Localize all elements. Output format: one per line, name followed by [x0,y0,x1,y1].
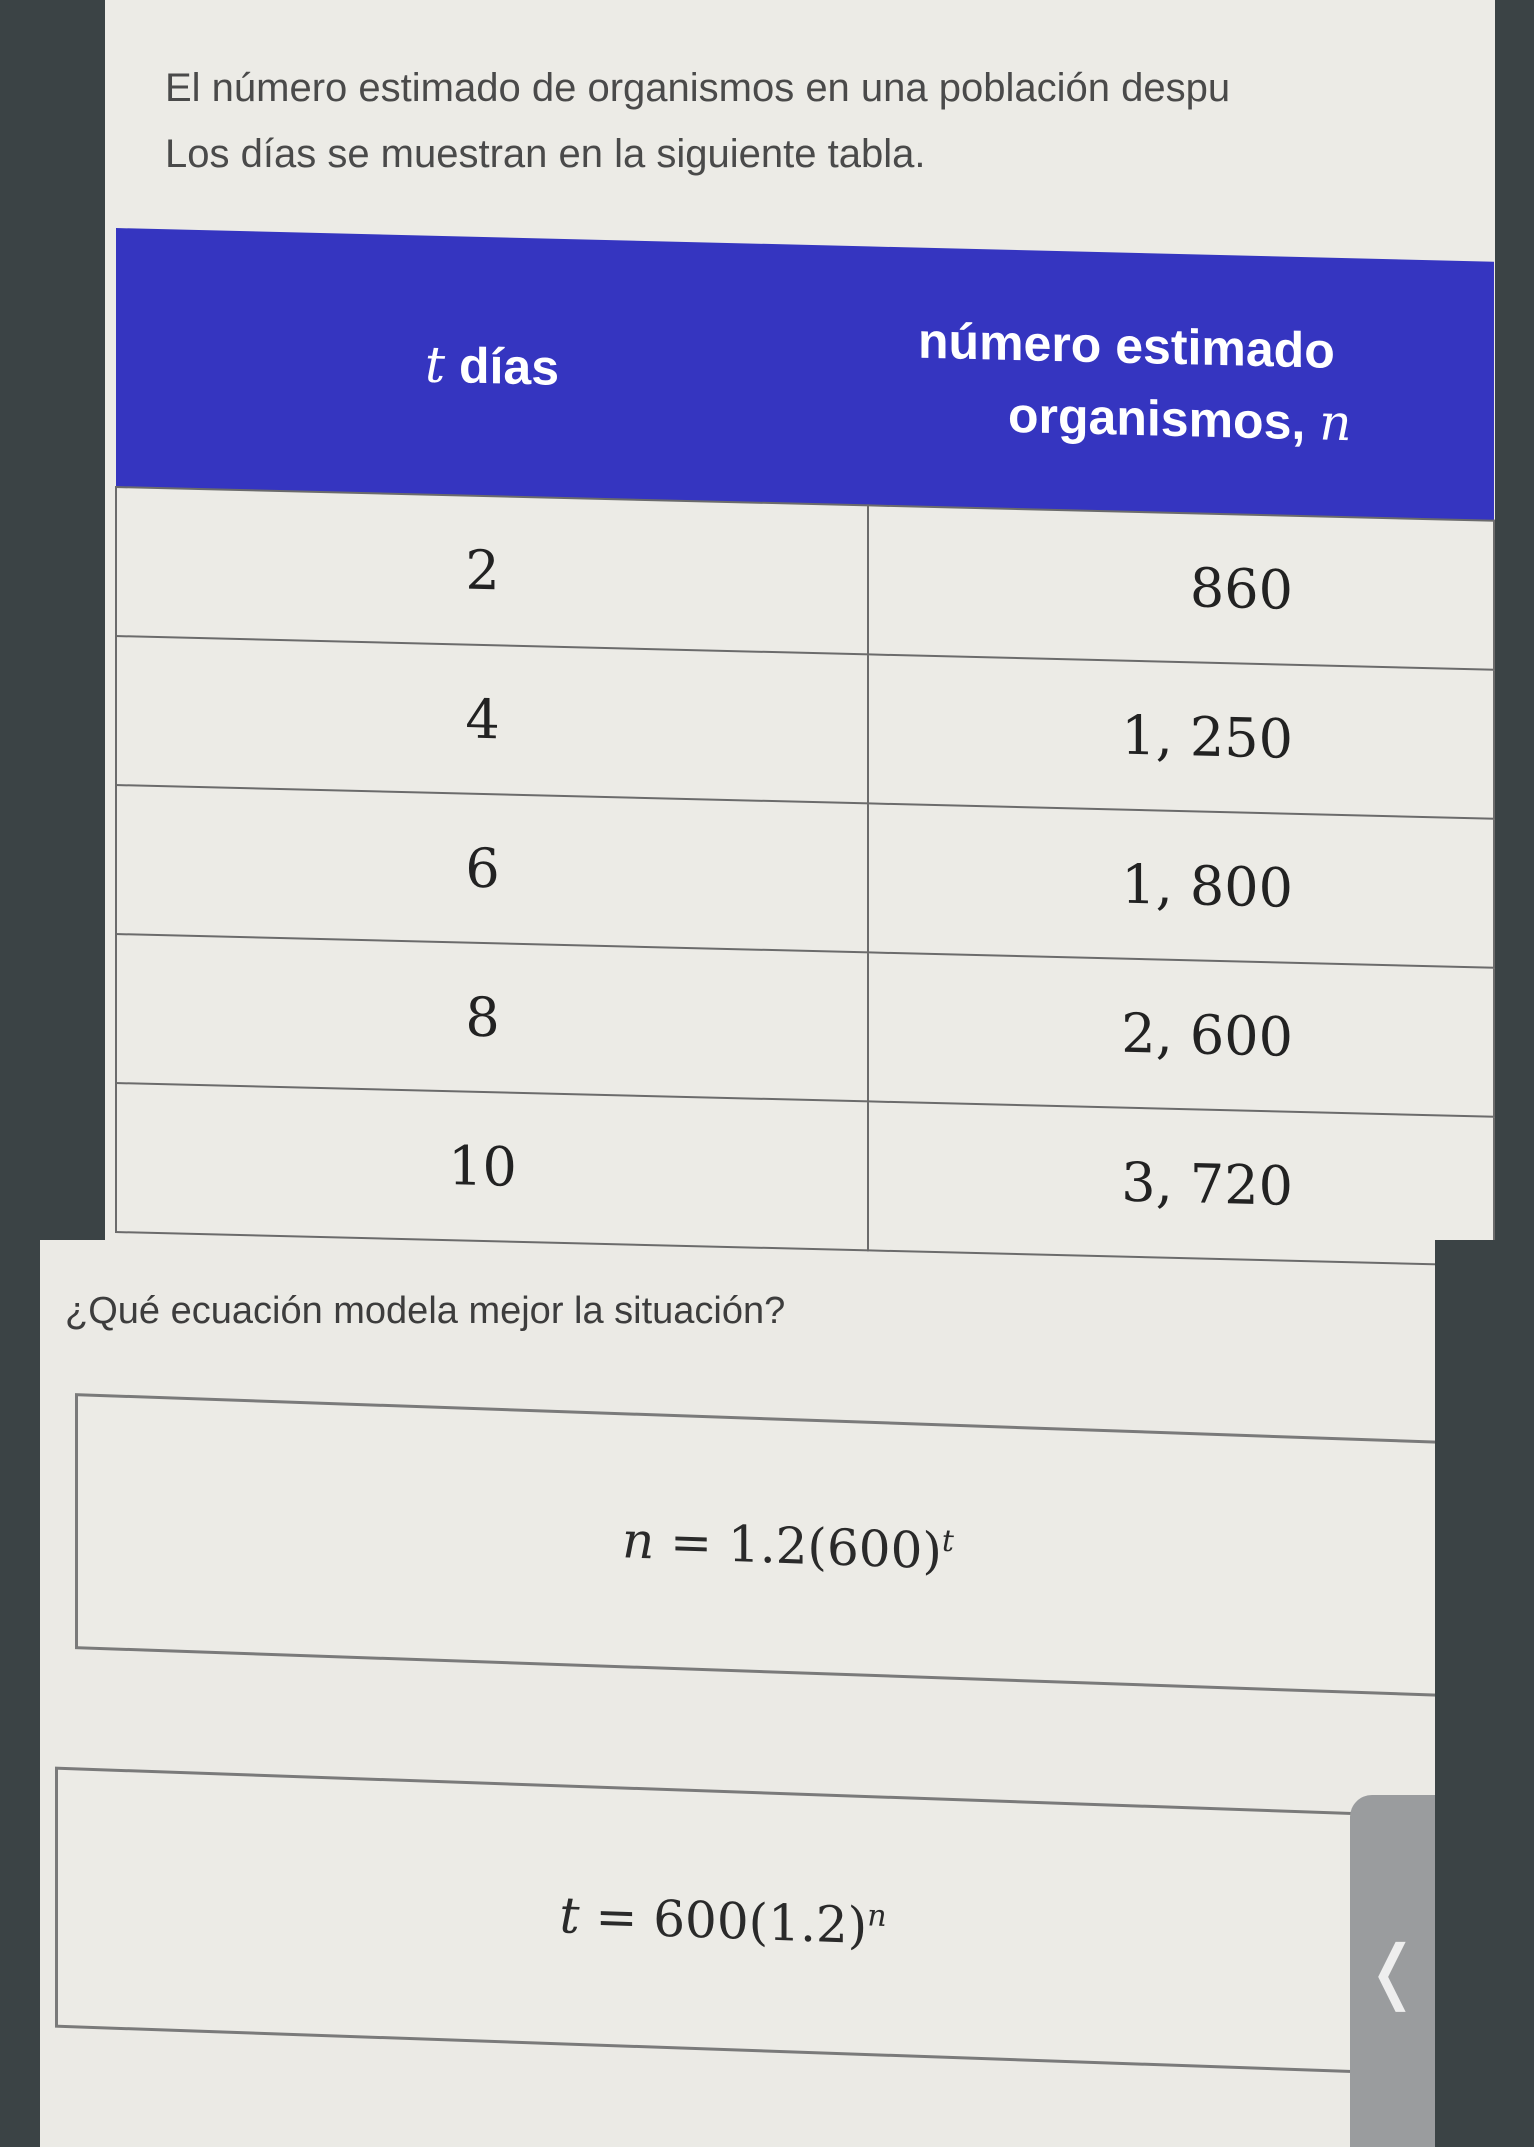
eq-rhs: = 600(1.2) [579,1886,868,1955]
cell-t: 2 [116,487,868,655]
side-panel-toggle[interactable]: ❬ [1350,1795,1435,2147]
device-bezel [1435,1240,1534,2147]
prompt-line-2: Los días se muestran en la siguiente tab… [165,132,926,176]
cell-t: 10 [116,1083,868,1251]
var-t: t [424,335,446,395]
header-line-2: organismos, n [918,377,1494,463]
equation: n = 1.2(600)t [622,1511,954,1581]
table-header-row: t días número estimado organismos, n [116,228,1494,521]
answer-option-1[interactable]: n = 1.2(600)t [75,1393,1501,1699]
answer-option-2[interactable]: t = 600(1.2)n [55,1766,1391,2075]
eq-exponent: n [867,1897,887,1934]
cell-n: 1, 800 [868,803,1494,968]
equation: t = 600(1.2)n [559,1886,886,1955]
cell-t: 6 [116,785,868,953]
cell-n: 860 [868,505,1494,670]
eq-exponent: t [941,1523,954,1560]
cell-n: 3, 720 [868,1101,1494,1266]
cell-n: 1, 250 [868,654,1494,819]
eq-lhs: n [622,1511,655,1571]
data-table: t días número estimado organismos, n 2 86… [115,228,1495,1267]
chevron-left-icon: ❬ [1363,1932,1422,2010]
var-n: n [1319,393,1352,453]
cell-t: 4 [116,636,868,804]
eq-lhs: t [559,1885,580,1945]
question-text: ¿Qué ecuación modela mejor la situación? [65,1290,786,1332]
cell-n: 2, 600 [868,952,1494,1117]
cell-t: 8 [116,934,868,1102]
problem-prompt: El número estimado de organismos en una … [165,55,1230,187]
header-label: días [445,337,560,396]
prompt-line-1: El número estimado de organismos en una … [165,66,1231,110]
header-line-1: número estimado [918,312,1335,379]
header-label: organismos, [1008,386,1320,451]
header-t-dias: t días [116,228,868,506]
eq-rhs: = 1.2(600) [654,1512,942,1581]
header-numero-estimado: número estimado organismos, n [868,246,1494,521]
